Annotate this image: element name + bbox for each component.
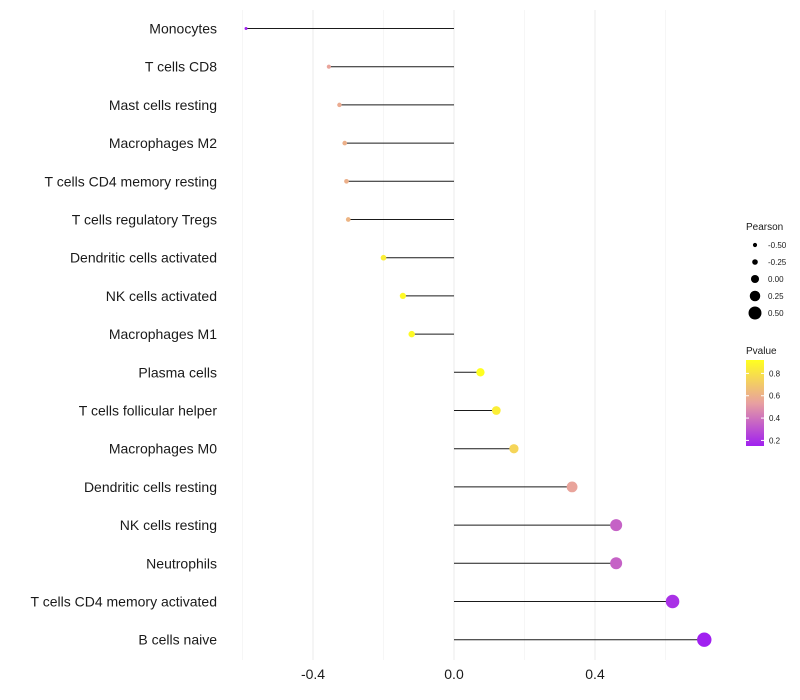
category-labels: Monocytes T cells CD8 Mast cells resting Ma… bbox=[31, 21, 218, 648]
category-label: Macrophages M2 bbox=[109, 135, 217, 151]
pvalue-legend-label: 0.4 bbox=[769, 414, 781, 423]
lollipop-point bbox=[610, 557, 623, 570]
pearson-legend-label: 0.00 bbox=[768, 275, 784, 284]
pearson-legend-label: 0.50 bbox=[768, 309, 784, 318]
category-label: NK cells resting bbox=[120, 517, 217, 533]
lollipop-point bbox=[491, 406, 501, 415]
x-tick-label: -0.4 bbox=[301, 666, 325, 682]
lollipop-point bbox=[399, 292, 406, 300]
pearson-legend-key bbox=[752, 259, 758, 265]
lollipop-point bbox=[610, 519, 623, 532]
pearson-legend-key bbox=[752, 242, 758, 248]
category-label: Macrophages M0 bbox=[109, 441, 217, 457]
pearson-legend-key bbox=[748, 306, 762, 320]
lollipop-point bbox=[665, 594, 680, 609]
category-label: Neutrophils bbox=[146, 555, 217, 571]
pearson-legend-key bbox=[749, 290, 761, 302]
pvalue-color-legend: Pvalue 0.8 0.6 0.4 0.2 bbox=[746, 346, 781, 446]
pvalue-legend-label: 0.6 bbox=[769, 392, 781, 401]
pvalue-legend-title: Pvalue bbox=[746, 346, 777, 357]
pearson-size-legend: Pearson -0.50 -0.25 0.00 0.25 0.50 bbox=[746, 222, 787, 320]
pearson-legend-label: 0.25 bbox=[768, 292, 784, 301]
x-axis-ticks: -0.4 0.0 0.4 bbox=[301, 666, 605, 682]
lollipop-point bbox=[345, 217, 351, 222]
category-label: T cells regulatory Tregs bbox=[72, 212, 217, 228]
category-label: Monocytes bbox=[149, 21, 217, 37]
lollipop-point bbox=[697, 632, 712, 647]
x-tick-label: 0.4 bbox=[585, 666, 605, 682]
lollipop-point bbox=[326, 64, 331, 69]
lollipop-point bbox=[476, 368, 485, 377]
lollipop-point bbox=[244, 27, 248, 30]
category-label: Dendritic cells resting bbox=[84, 479, 217, 495]
pearson-legend-label: -0.50 bbox=[768, 241, 787, 250]
category-label: Plasma cells bbox=[138, 364, 217, 380]
pearson-legend-key bbox=[750, 274, 760, 284]
pvalue-legend-label: 0.8 bbox=[769, 369, 781, 378]
pearson-legend-label: -0.25 bbox=[768, 258, 787, 267]
category-label: Macrophages M1 bbox=[109, 326, 217, 342]
pvalue-legend-label: 0.2 bbox=[769, 436, 781, 445]
stem-layer bbox=[246, 28, 705, 641]
lollipop-point bbox=[337, 102, 342, 108]
lollipop-point bbox=[342, 140, 348, 146]
lollipop-point bbox=[408, 330, 415, 338]
lollipop-point bbox=[380, 254, 387, 261]
category-label: Mast cells resting bbox=[109, 97, 217, 113]
pearson-legend-title: Pearson bbox=[746, 222, 783, 233]
category-label: T cells CD4 memory activated bbox=[31, 594, 217, 610]
category-label: T cells CD8 bbox=[145, 59, 217, 75]
category-label: T cells follicular helper bbox=[79, 403, 218, 419]
category-label: B cells naive bbox=[138, 632, 217, 648]
grid-layer bbox=[242, 10, 666, 660]
lollipop-point bbox=[344, 178, 349, 184]
lollipop-point bbox=[566, 481, 578, 493]
category-label: T cells CD4 memory resting bbox=[45, 173, 217, 189]
category-label: NK cells activated bbox=[106, 288, 217, 304]
pvalue-colorbar bbox=[746, 360, 764, 446]
lollipop-point bbox=[509, 444, 519, 454]
x-tick-label: 0.0 bbox=[444, 666, 464, 682]
point-layer bbox=[244, 27, 712, 647]
category-label: Dendritic cells activated bbox=[70, 250, 217, 266]
